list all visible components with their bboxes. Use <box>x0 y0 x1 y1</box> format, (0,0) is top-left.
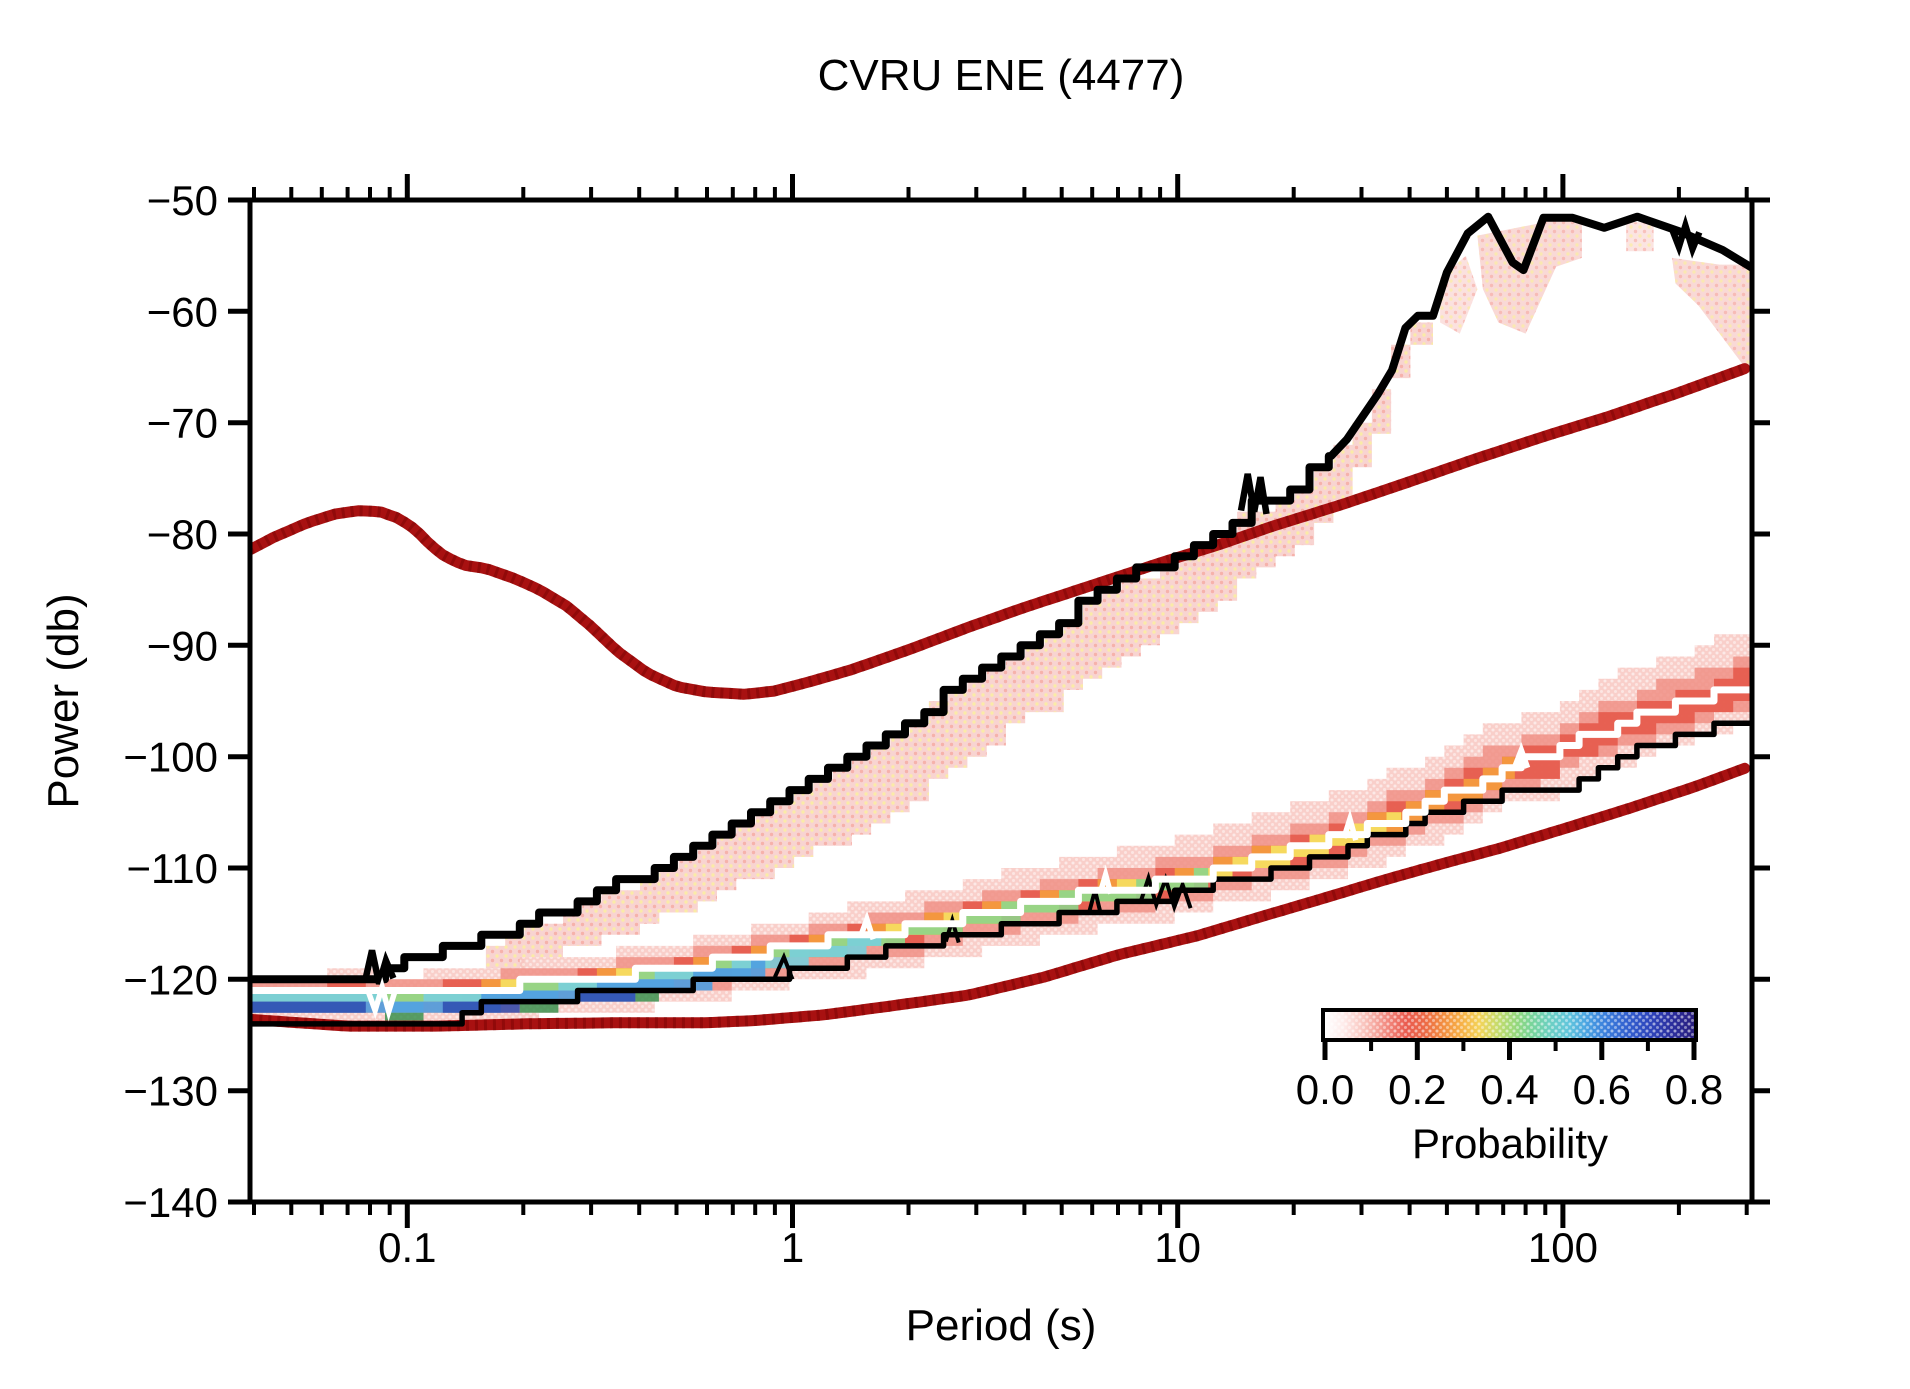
envelope-and-mode-lines <box>250 212 1752 1027</box>
colorbar: 0.0 0.2 0.4 0.6 0.8 <box>1296 1008 1723 1113</box>
mode-spike-1 <box>857 910 876 941</box>
density-patch-texture-0 <box>1477 220 1582 334</box>
y-tick-label: −110 <box>127 845 219 892</box>
max-envelope-spike-2 <box>1668 214 1703 259</box>
y-tick-label: −130 <box>123 1068 218 1115</box>
min-envelope-spike-0 <box>773 951 795 981</box>
mode-spike-3 <box>1341 809 1359 841</box>
mode-spike-4 <box>1512 742 1531 769</box>
noise-model-high-curve <box>250 363 1751 700</box>
noise-model-low-curve-texture <box>250 763 1747 1032</box>
mode-line <box>250 686 1752 994</box>
colorbar-label: Probability <box>1412 1120 1608 1167</box>
max-envelope-line <box>250 212 1752 984</box>
colorbar-tick-label: 0.0 <box>1296 1066 1354 1113</box>
x-axis-label: Period (s) <box>906 1301 1097 1350</box>
mode-spike-2 <box>1097 864 1114 895</box>
x-tick-label: 10 <box>1154 1224 1201 1271</box>
y-tick-label: −100 <box>123 734 218 781</box>
plot-title: CVRU ENE (4477) <box>818 51 1185 100</box>
density-patch-texture-1 <box>1626 222 1654 252</box>
noise-model-high-curve-texture <box>250 363 1747 700</box>
y-tick-label: −140 <box>123 1179 218 1226</box>
ridge-band-8 <box>250 990 677 1013</box>
probability-density-cloud <box>250 220 1752 1024</box>
y-tick-label: −120 <box>123 956 218 1003</box>
mode-spike-0 <box>365 977 398 1022</box>
plot-frame <box>247 197 1755 1205</box>
min-envelope-line <box>250 720 1752 1027</box>
y-axis-label: Power (db) <box>39 593 88 808</box>
colorbar-tick-label: 0.8 <box>1665 1066 1723 1113</box>
x-tick-label: 0.1 <box>378 1224 436 1271</box>
y-tick-label: −90 <box>147 622 218 669</box>
x-tick-label: 1 <box>781 1224 804 1271</box>
max-envelope-spike-0 <box>362 949 397 985</box>
density-patch-texture-2 <box>1672 257 1752 377</box>
colorbar-tick-label: 0.6 <box>1573 1066 1631 1113</box>
noise-model-curves <box>250 363 1751 1032</box>
y-tick-label: −50 <box>147 177 218 224</box>
colorbar-tick-label: 0.4 <box>1480 1066 1538 1113</box>
y-tick-label: −60 <box>147 288 218 335</box>
colorbar-texture <box>1325 1012 1694 1038</box>
axes: 0.1 1 10 100 −140 −130 −120 −110 −100 −90 −80 −70 −6… <box>123 174 1770 1271</box>
y-tick-label: −80 <box>147 511 218 558</box>
max-envelope-spike-1 <box>1237 473 1270 515</box>
y-tick-label: −70 <box>147 400 218 447</box>
x-tick-label: 100 <box>1528 1224 1598 1271</box>
colorbar-tick-label: 0.2 <box>1388 1066 1446 1113</box>
